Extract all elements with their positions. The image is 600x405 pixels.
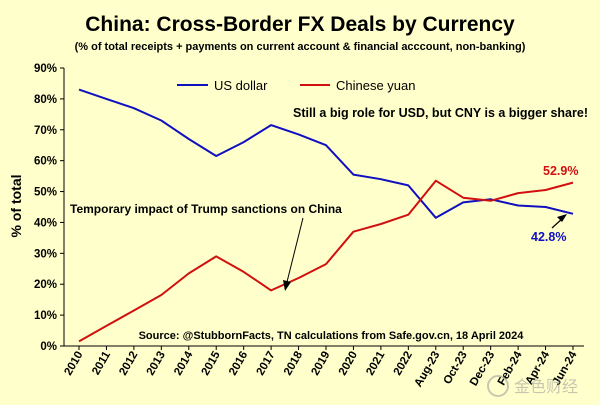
legend-label-usd: US dollar <box>214 78 268 93</box>
x-tick-label: 2010 <box>62 350 85 378</box>
x-tick-label: 2018 <box>282 349 305 378</box>
x-tick-label: 2022 <box>392 350 415 378</box>
x-tick-label: 2016 <box>227 350 250 378</box>
y-tick-label: 40% <box>34 217 57 229</box>
source-note: Source: @StubbornFacts, TN calculations … <box>139 330 525 342</box>
annotation-trump-sanctions: Temporary impact of Trump sanctions on C… <box>70 202 342 216</box>
x-tick-label: 2011 <box>90 349 113 377</box>
y-tick-label: 50% <box>34 187 57 199</box>
chart-subtitle: (% of total receipts + payments on curre… <box>75 41 526 53</box>
y-tick-label: 60% <box>34 156 57 168</box>
watermark: 金色财经 <box>487 375 578 397</box>
y-axis-label: % of total <box>8 175 24 238</box>
y-tick-label: 90% <box>34 63 57 75</box>
series-group <box>78 88 574 343</box>
x-tick-label: 2012 <box>117 350 140 378</box>
watermark-logo-icon <box>487 375 509 397</box>
x-tick-label: 2013 <box>145 350 168 378</box>
legend: US dollar Chinese yuan <box>177 78 416 93</box>
chart-title: China: Cross-Border FX Deals by Currency <box>85 13 515 36</box>
annotation-usd-role: Still a big role for USD, but CNY is a b… <box>293 106 588 120</box>
x-tick-label: 2014 <box>172 349 195 378</box>
y-tick-label: 0% <box>40 341 57 353</box>
y-tick-label: 20% <box>34 279 57 291</box>
y-tick-label: 10% <box>34 310 57 322</box>
x-tick-label: 2020 <box>337 350 360 378</box>
x-tick-label: 2019 <box>309 350 332 378</box>
series-line-0 <box>78 88 574 219</box>
annotation-arrow-head <box>283 280 291 291</box>
x-tick-label: Aug-23 <box>412 350 442 390</box>
data-label-cny-last: 52.9% <box>543 164 578 178</box>
x-tick-label: 2021 <box>364 349 387 378</box>
y-tick-label: 80% <box>34 94 57 106</box>
annotation-arrow-line <box>286 217 304 283</box>
x-tick-label: Oct-23 <box>442 350 470 387</box>
x-tick-label: 2015 <box>200 349 223 378</box>
y-tick-label: 30% <box>34 248 57 260</box>
x-tick-label: Dec-23 <box>468 350 497 389</box>
data-label-usd-arrow-head <box>557 214 567 222</box>
watermark-text: 金色财经 <box>514 378 578 396</box>
data-label-usd-last: 42.8% <box>531 230 566 244</box>
y-tick-label: 70% <box>34 125 57 137</box>
legend-label-cny: Chinese yuan <box>336 78 416 93</box>
x-ticks: 2010 2011 2012 2013 2014 2015 2016 2017 2018 2019… <box>62 346 580 390</box>
x-tick-label: 2017 <box>255 350 278 378</box>
series-line-1 <box>78 179 574 343</box>
y-ticks: 0% 10% 20% 30% 40% 50% 60% 70% 80% 90% <box>34 63 64 353</box>
